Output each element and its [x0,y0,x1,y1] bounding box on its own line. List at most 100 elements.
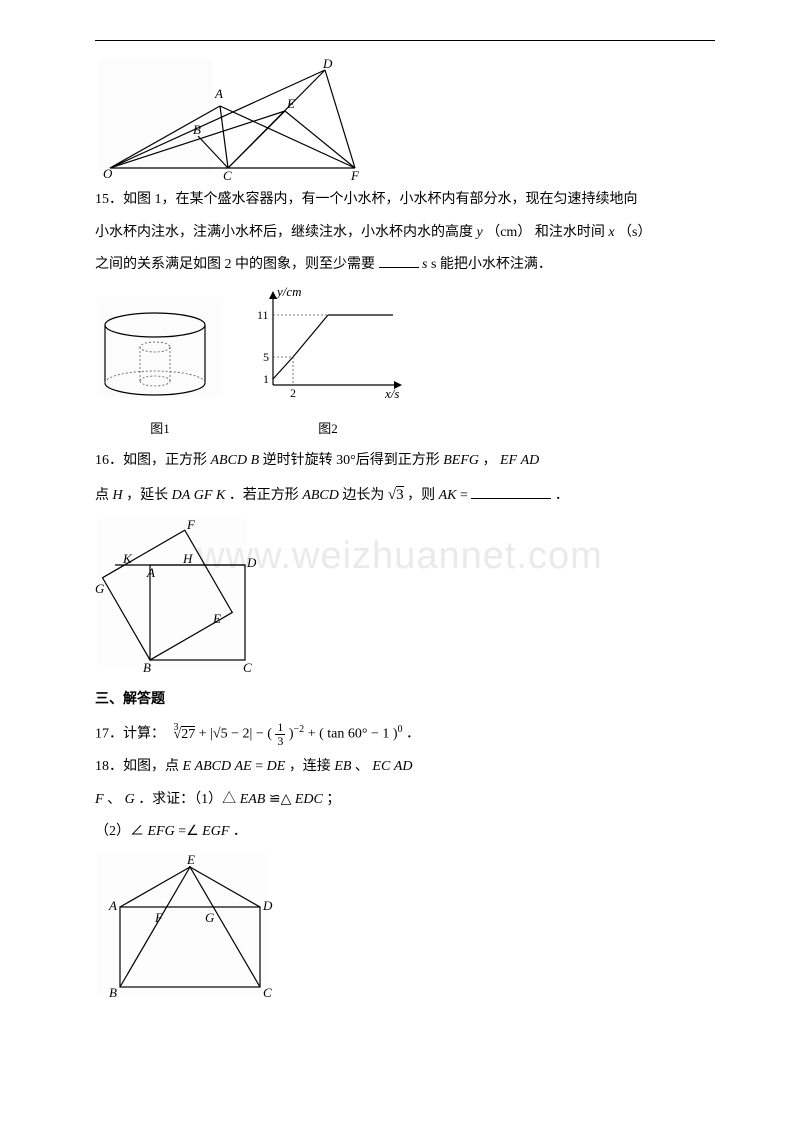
q17-pre: 17．计算： [95,727,165,742]
q16-da: DA [172,488,191,503]
q18g: G [125,792,135,807]
q16-l2a: 点 [95,488,113,503]
q15-figures: 图1 y/cm x/s 11 5 1 2 图2 [95,285,715,442]
q17-dot: ． [406,727,420,742]
q16-a: 16．如图，正方形 [95,453,211,468]
q18-line2: F 、 G ．求证：（1）△ EAB ≌△ EDC ； [95,787,715,814]
svg-text:11: 11 [257,308,269,322]
q16-ef: EF [500,453,517,468]
svg-text:G: G [95,581,105,596]
q16-c1: ， [483,453,497,468]
q17-e1: −2 [294,724,305,735]
svg-text:B: B [109,985,117,1000]
q15-s: （s） [618,225,651,240]
q18cong: ≌△ [269,792,292,807]
q15-cm: （cm） [486,225,531,240]
svg-text:D: D [262,898,273,913]
q16-line2: 点 H ，延长 DA GF K ．若正方形 ABCD 边长为 √3 ，则 AK … [95,481,715,510]
q15-line3: 之间的关系满足如图 2 中的图象，则至少需要 s s 能把小水杯注满． [95,252,715,279]
abs-icon: |√5 − 2| [210,727,252,742]
q18e: E [183,759,192,774]
q18ae: AE [235,759,252,774]
q15-blank [379,253,419,268]
q18eab: EAB [240,792,266,807]
q15-cap2: 图2 [243,417,413,442]
q16-abcd: ABCD [211,453,248,468]
svg-text:D: D [322,56,333,71]
sqrt3-icon: √3 [388,486,404,503]
svg-text:B: B [143,660,151,675]
q16-then: ，则 [407,488,439,503]
q17: 17．计算： 3√27 + |√5 − 2| − ( 13 )−2 + ( ta… [95,720,715,748]
q15-x: x [608,225,614,240]
plus1: + [199,727,210,742]
q18sep2: 、 [107,792,121,807]
svg-text:1: 1 [263,372,269,386]
q17-tan: tan 60° [327,727,367,742]
q18eb: EB [334,759,351,774]
svg-text:F: F [154,910,164,925]
svg-text:K: K [122,551,133,566]
svg-text:y/cm: y/cm [275,285,302,299]
svg-text:H: H [182,551,193,566]
q18f: F [95,792,104,807]
q15-fig1 [95,295,225,405]
q15-l2a: 小水杯内注水，注满小水杯后，继续注水，小水杯内水的高度 [95,225,477,240]
svg-text:C: C [243,660,252,675]
q16-figure: A B C D E F G H K [95,515,275,675]
svg-text:5: 5 [263,350,269,364]
minus: − ( [256,727,272,742]
q18efg: EFG [148,824,175,839]
svg-text:A: A [146,565,155,580]
q18eq: = [255,759,263,774]
q15-line2: 小水杯内注水，注满小水杯后，继续注水，小水杯内水的高度 y （cm） 和注水时间… [95,220,715,247]
q18edc: EDC [295,792,323,807]
q18-line1: 18．如图，点 E ABCD AE = DE ，连接 EB 、 EC AD [95,754,715,781]
q15-and: 和注水时间 [535,225,609,240]
q18dot: ． [233,824,247,839]
q16-rot: 逆时针旋转 30°后得到正方形 [263,453,444,468]
q15-s-unit: s [422,257,431,272]
svg-text:E: E [212,611,221,626]
q16-eq: = [460,488,468,503]
q18eq2: =∠ [178,824,198,839]
plus2: + ( [308,727,324,742]
svg-text:E: E [186,852,195,867]
q15-cap1: 图1 [95,417,225,442]
q18l3a: （2）∠ [95,824,144,839]
svg-text:G: G [205,910,215,925]
svg-text:O: O [103,166,113,181]
q18ad: AD [394,759,413,774]
top-rule [95,40,715,41]
svg-text:C: C [263,985,272,1000]
q16-ext: ，延长 [126,488,172,503]
q18-figure: E A D F G B C [95,852,295,1002]
svg-text:F: F [186,517,196,532]
q16-gf: GF [194,488,213,503]
q18semi: ； [326,792,340,807]
svg-text:C: C [223,168,232,181]
q16-h: H [113,488,123,503]
svg-text:D: D [246,555,257,570]
q15-line1: 15．如图 1，在某个盛水容器内，有一个小水杯，小水杯内有部分水，现在匀速持续地… [95,187,715,214]
q16-ak: AK [439,488,457,503]
q18a: 18．如图，点 [95,759,183,774]
q18ec: EC [372,759,390,774]
svg-text:x/s: x/s [384,386,399,401]
q18egf: EGF [202,824,229,839]
svg-text:A: A [108,898,117,913]
q15-y: y [477,225,483,240]
q18prove: ．求证：（1）△ [138,792,236,807]
q16-k: K [216,488,225,503]
cbrt-icon: 3√27 [169,727,196,742]
q18abcd: ABCD [195,759,232,774]
q18de: DE [267,759,286,774]
q14-figure: O C F D E A B [95,56,395,181]
svg-text:F: F [350,168,360,181]
q17-m1: − 1 [371,727,389,742]
q16-if: ．若正方形 [229,488,303,503]
q18conn: ，连接 [289,759,335,774]
q16-befg: BEFG [443,453,479,468]
q15-l3a: 之间的关系满足如图 2 中的图象，则至少需要 [95,257,375,272]
q16-side: 边长为 [342,488,384,503]
